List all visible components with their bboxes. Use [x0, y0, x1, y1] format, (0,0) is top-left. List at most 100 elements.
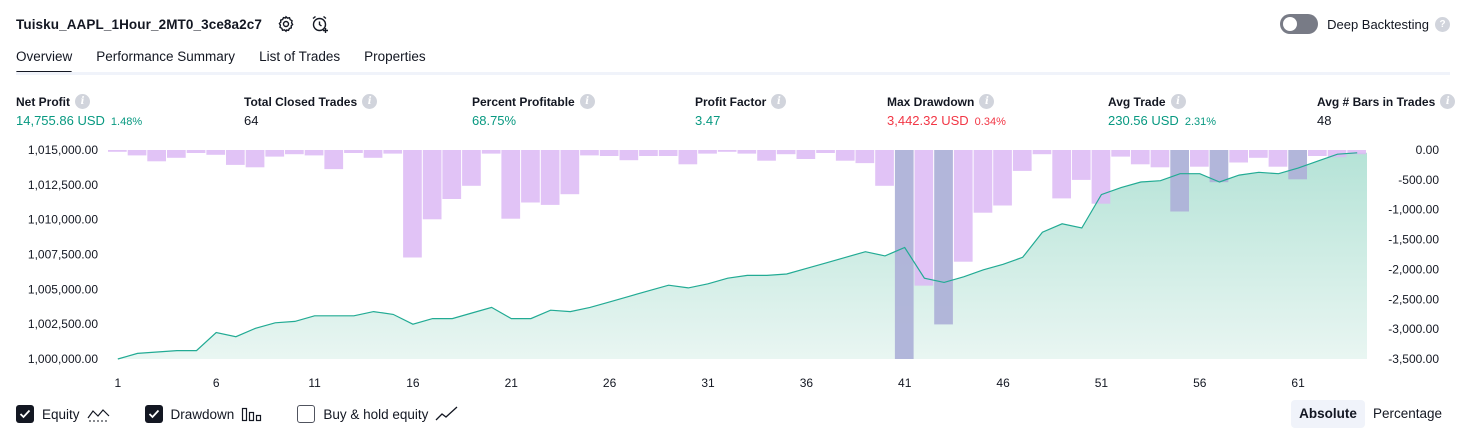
absolute-button[interactable]: Absolute — [1291, 400, 1365, 428]
legend-label: Drawdown — [170, 406, 235, 422]
left-axis-tick: 1,007,500.00 — [28, 248, 98, 262]
chart-legend: Equity Drawdown Buy & hold equity — [16, 402, 493, 426]
legend-label: Equity — [42, 406, 80, 422]
drawdown-bar — [481, 150, 501, 154]
drawdown-bar — [167, 150, 186, 158]
drawdown-bar — [678, 150, 698, 165]
metric-label: Max Drawdown — [887, 94, 975, 109]
x-axis-tick: 21 — [505, 376, 519, 390]
help-icon[interactable]: ? — [1435, 16, 1450, 32]
gear-icon[interactable] — [276, 14, 296, 34]
x-axis-tick: 1 — [114, 376, 121, 390]
metric-total-closed-trades: Total Closed Trades i 64 — [244, 93, 378, 128]
drawdown-bar — [363, 150, 383, 158]
drawdown-bar — [442, 150, 462, 199]
metric-avg-trade: Avg Trade i 230.56 USD 2.31% — [1108, 93, 1216, 128]
view-mode-switch: Absolute Percentage — [1291, 400, 1450, 428]
buy-hold-checkbox[interactable] — [297, 405, 316, 423]
info-icon[interactable]: i — [979, 94, 995, 109]
x-axis-tick: 41 — [898, 376, 912, 390]
info-icon[interactable]: i — [75, 94, 90, 109]
drawdown-bar — [344, 150, 363, 153]
right-axis-tick: -2,500.00 — [1388, 292, 1439, 306]
right-axis-tick: -3,500.00 — [1388, 352, 1439, 366]
drawdown-bar — [422, 150, 442, 220]
metric-percent: 1.48% — [110, 116, 143, 128]
drawdown-checkbox[interactable] — [144, 405, 163, 423]
drawdown-bar — [953, 150, 973, 262]
equity-area — [108, 152, 1367, 359]
metric-value: 48 — [1317, 113, 1332, 128]
metric-label: Percent Profitable — [472, 94, 575, 109]
strategy-title: Tuisku_AAPL_1Hour_2MT0_3ce8a2c7 — [16, 16, 262, 32]
drawdown-bar — [1229, 150, 1248, 163]
metric-percent: 0.34% — [974, 116, 1006, 128]
x-axis-tick: 51 — [1095, 376, 1109, 390]
legend-buy-hold[interactable]: Buy & hold equity — [297, 405, 459, 423]
drawdown-bar — [127, 150, 147, 156]
metric-label: Net Profit — [16, 94, 70, 109]
drawdown-bar — [147, 150, 166, 162]
drawdown-bar — [521, 150, 540, 203]
drawdown-bar — [304, 150, 324, 156]
header: Tuisku_AAPL_1Hour_2MT0_3ce8a2c7 — [16, 12, 330, 36]
x-axis-tick: 56 — [1193, 376, 1207, 390]
drawdown-bar — [285, 150, 304, 155]
drawdown-bar — [501, 150, 521, 219]
x-axis-tick: 31 — [701, 376, 715, 390]
drawdown-bar — [1268, 150, 1288, 167]
metric-profit-factor: Profit Factor i 3.47 — [695, 93, 787, 128]
drawdown-bar — [206, 150, 226, 155]
drawdown-bar — [1190, 150, 1209, 167]
drawdown-bar — [186, 150, 206, 153]
drawdown-bar — [108, 150, 127, 152]
drawdown-bar — [1012, 150, 1032, 171]
deep-backtesting: Deep Backtesting ? — [1280, 12, 1450, 36]
metric-max-drawdown: Max Drawdown i 3,442.32 USD 0.34% — [887, 93, 1006, 128]
drawdown-bar — [875, 150, 894, 186]
percentage-button[interactable]: Percentage — [1372, 406, 1442, 421]
metric-label: Avg Trade — [1108, 94, 1166, 109]
drawdown-bar — [383, 150, 403, 154]
tab-performance-summary[interactable]: Performance Summary — [96, 49, 236, 64]
drawdown-bar — [1091, 150, 1111, 204]
drawdown-bar — [540, 150, 560, 205]
left-axis-tick: 1,015,000.00 — [28, 143, 98, 157]
metric-value: 3.47 — [695, 113, 721, 128]
info-icon[interactable]: i — [579, 94, 595, 109]
tab-properties[interactable]: Properties — [364, 49, 426, 64]
tab-list-of-trades[interactable]: List of Trades — [259, 49, 341, 64]
drawdown-bar — [1052, 150, 1071, 199]
drawdown-bar — [1130, 150, 1150, 165]
drawdown-bar — [265, 150, 285, 157]
drawdown-bar — [1032, 150, 1052, 155]
metric-label: Profit Factor — [695, 94, 767, 109]
legend-drawdown[interactable]: Drawdown — [144, 405, 264, 423]
alarm-clock-plus-icon[interactable] — [310, 14, 330, 34]
equity-line — [117, 152, 1358, 360]
drawdown-bar — [599, 150, 619, 156]
x-axis-tick: 6 — [213, 376, 220, 390]
metric-label: Avg # Bars in Trades — [1317, 94, 1436, 109]
drawdown-bar — [835, 150, 855, 161]
legend-equity[interactable]: Equity — [16, 405, 111, 423]
info-icon[interactable]: i — [1170, 94, 1186, 109]
deep-backtesting-toggle[interactable] — [1280, 14, 1319, 34]
drawdown-bar — [1327, 150, 1347, 158]
legend-label: Buy & hold equity — [323, 406, 429, 422]
drawdown-bar — [1150, 150, 1170, 168]
left-axis-tick: 1,005,000.00 — [28, 282, 98, 296]
line-area-icon — [87, 406, 111, 422]
metric-value: 68.75% — [472, 113, 517, 128]
drawdown-bar — [560, 150, 580, 195]
info-icon[interactable]: i — [1440, 94, 1456, 109]
trend-line-icon — [435, 406, 459, 422]
tab-overview[interactable]: Overview — [16, 44, 73, 74]
metric-value: 230.56 USD — [1108, 113, 1179, 128]
left-axis-tick: 1,002,500.00 — [28, 317, 98, 331]
drawdown-bar — [717, 150, 737, 152]
info-icon[interactable]: i — [362, 94, 378, 109]
info-icon[interactable]: i — [771, 94, 787, 109]
equity-checkbox[interactable] — [16, 405, 34, 423]
equity-drawdown-chart[interactable]: 1,015,000.00 1,012,500.00 1,010,000.00 1,00… — [0, 135, 1466, 397]
